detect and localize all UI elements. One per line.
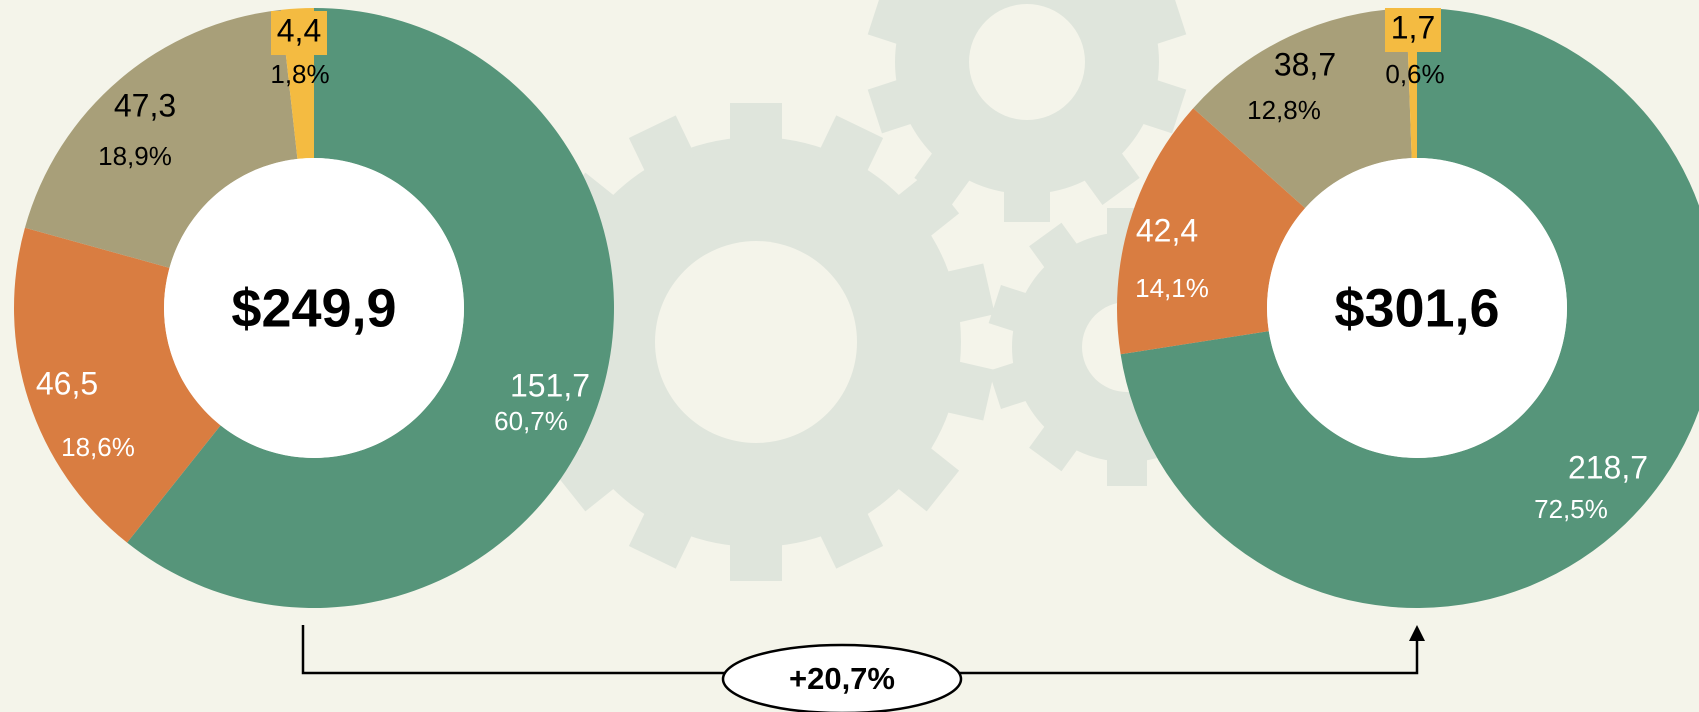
- donut-slice: [1116, 108, 1306, 355]
- value-label: 38,7: [1274, 46, 1336, 82]
- gear-tooth: [1135, 77, 1187, 134]
- percent-label: 1,8%: [270, 59, 329, 89]
- center-label: $301,6: [1334, 278, 1499, 338]
- gear-tooth: [988, 360, 1034, 409]
- gear-tooth: [1080, 147, 1140, 205]
- gear-tooth: [867, 0, 919, 47]
- value-label: 47,3: [114, 87, 176, 123]
- gear-tooth: [817, 115, 884, 178]
- center-label: $249,9: [231, 278, 396, 338]
- value-label: 218,7: [1568, 449, 1648, 485]
- gear-hole: [655, 241, 857, 443]
- gear-tooth: [628, 506, 695, 569]
- donut-slice: [13, 227, 221, 543]
- donut-slice: [127, 8, 614, 608]
- donut-hole: [164, 158, 464, 458]
- gear-tooth: [730, 103, 782, 147]
- value-label: 4,4: [277, 12, 321, 48]
- value-label: 151,7: [510, 367, 590, 403]
- donut-hole: [1267, 158, 1567, 458]
- change-label: +20,7%: [789, 661, 895, 696]
- value-label: 1,7: [1391, 9, 1435, 45]
- gear-tooth: [817, 506, 884, 569]
- percent-label: 60,7%: [494, 406, 568, 436]
- arrow-head: [1409, 625, 1425, 641]
- gear-tooth: [867, 77, 919, 134]
- percent-label: 14,1%: [1135, 273, 1209, 303]
- gear-tooth: [1029, 222, 1082, 274]
- gear-tooth: [892, 443, 960, 512]
- percent-label: 18,6%: [61, 432, 135, 462]
- label-box: [1385, 8, 1441, 52]
- change-badge: [721, 643, 963, 712]
- gear-tooth: [940, 360, 995, 421]
- gear-tooth: [988, 285, 1034, 334]
- donut-slice: [1193, 8, 1412, 209]
- donut-slice: [24, 9, 298, 268]
- value-label: 42,4: [1136, 212, 1198, 248]
- donuts: $249,9 151,760,7% 46,5 18,6% 47,3 18,9% 4,4 1,8…: [13, 8, 1699, 608]
- percent-label: 12,8%: [1247, 95, 1321, 125]
- gear-tooth: [1135, 0, 1187, 47]
- gear-tooth: [892, 172, 960, 241]
- percent-label: 72,5%: [1534, 494, 1608, 524]
- percent-label: 18,9%: [98, 141, 172, 171]
- gear-tooth: [1107, 452, 1147, 486]
- gear-tooth: [730, 537, 782, 581]
- value-label: 46,5: [36, 365, 98, 401]
- label-box: [271, 11, 327, 55]
- gear-tooth: [1004, 184, 1050, 222]
- gear-tooth: [914, 147, 974, 205]
- gear-hole: [969, 4, 1085, 120]
- gear-tooth: [628, 115, 695, 178]
- percent-label: 0,6%: [1385, 59, 1444, 89]
- gear-tooth: [1029, 420, 1082, 472]
- gear-tooth: [940, 263, 995, 324]
- donut-slice: [1120, 8, 1699, 608]
